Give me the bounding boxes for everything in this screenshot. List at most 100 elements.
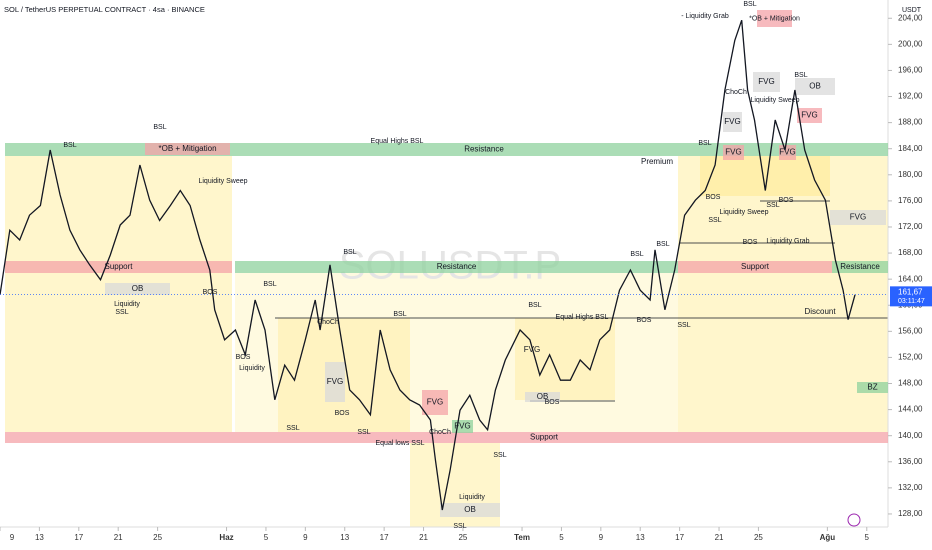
zone-label: FVG xyxy=(850,213,866,222)
annotation: BSL xyxy=(393,311,406,318)
x-tick-label: Haz xyxy=(219,533,233,542)
x-tick-label: 5 xyxy=(559,533,564,542)
x-tick-label: 25 xyxy=(458,533,467,542)
annotation: SSL xyxy=(766,202,779,209)
x-tick-label: 21 xyxy=(114,533,123,542)
zone xyxy=(797,108,822,123)
y-tick-label: 188,00 xyxy=(898,118,923,127)
zone xyxy=(440,503,500,517)
zone-label: FVG xyxy=(724,117,740,126)
annotation: Liquidity Sweep xyxy=(719,209,768,216)
x-tick-label: 21 xyxy=(715,533,724,542)
annotation: Premium xyxy=(641,157,673,166)
annotation: ChoCh xyxy=(429,429,451,436)
zone-label: OB xyxy=(464,505,476,514)
y-tick-label: 136,00 xyxy=(898,457,923,466)
price-tag xyxy=(890,286,932,307)
zone xyxy=(753,72,780,92)
x-tick-label: 17 xyxy=(74,533,83,542)
zone xyxy=(757,10,792,27)
zone xyxy=(525,392,560,402)
x-tick-label: 9 xyxy=(599,533,604,542)
zone-label: *OB + Mitigation xyxy=(749,15,800,22)
annotation: Liquidity Sweep xyxy=(750,97,799,104)
y-tick-label: 172,00 xyxy=(898,222,923,231)
y-tick-label: 180,00 xyxy=(898,170,923,179)
y-tick-label: 152,00 xyxy=(898,353,923,362)
y-tick-label: 196,00 xyxy=(898,66,923,75)
annotation: Equal Highs BSL xyxy=(556,314,609,321)
x-tick-label: 9 xyxy=(303,533,308,542)
background-zones xyxy=(5,156,888,527)
zone-label: FVG xyxy=(725,148,741,157)
annotation: BSL xyxy=(743,1,756,8)
annotation: BSL xyxy=(630,251,643,258)
zone-label: OB xyxy=(132,284,144,293)
countdown: 03:11:47 xyxy=(898,298,925,305)
zone xyxy=(795,78,835,95)
annotation: Liquidity Grab xyxy=(766,238,809,245)
y-tick-label: 192,00 xyxy=(898,92,923,101)
y-tick-label: 148,00 xyxy=(898,379,923,388)
annotation: FVG xyxy=(524,345,540,354)
zone xyxy=(5,261,232,273)
annotation: Liquidity xyxy=(114,301,140,308)
zone xyxy=(105,283,170,295)
y-tick-label: 168,00 xyxy=(898,248,923,257)
zone xyxy=(723,112,742,132)
x-tick-label: 25 xyxy=(754,533,763,542)
y-tick-label: 176,00 xyxy=(898,196,923,205)
annotation: SSL xyxy=(115,309,128,316)
zone xyxy=(5,143,888,156)
zone-label: Support xyxy=(530,433,559,442)
annotation: BSL xyxy=(698,140,711,147)
annotation: BSL xyxy=(794,72,807,79)
level-lines xyxy=(275,200,888,402)
x-tick-label: 13 xyxy=(340,533,349,542)
annotation: ChoCh xyxy=(725,89,747,96)
annotation: Liquidity xyxy=(459,494,485,501)
y-tick-label: 144,00 xyxy=(898,405,923,414)
annotation: SSL xyxy=(493,452,506,459)
x-tick-label: 17 xyxy=(675,533,684,542)
y-tick-label: 184,00 xyxy=(898,144,923,153)
zone xyxy=(857,382,888,393)
annotation: Discount xyxy=(804,307,836,316)
annotation: - Liquidity Grab xyxy=(681,13,729,20)
zone-label: FVG xyxy=(779,148,795,157)
zone-label: Support xyxy=(104,262,133,271)
zone-label: OB xyxy=(537,392,549,401)
zone xyxy=(723,145,744,160)
annotation: Liquidity Sweep xyxy=(198,178,247,185)
y-tick-label: 200,00 xyxy=(898,39,923,48)
x-tick-label: 13 xyxy=(636,533,645,542)
x-tick-label: 9 xyxy=(10,533,15,542)
zone-label: FVG xyxy=(454,422,470,431)
zone xyxy=(325,362,345,402)
axis-unit: USDT xyxy=(902,7,922,14)
event-icon[interactable] xyxy=(847,513,861,527)
annotation: BSL xyxy=(528,302,541,309)
annotation: Liquidity xyxy=(239,365,265,372)
zone-label: FVG xyxy=(427,398,443,407)
zone-label: BZ xyxy=(867,383,877,392)
annotation: BOS xyxy=(236,354,251,361)
zone-label: FVG xyxy=(758,77,774,86)
x-tick-label: 17 xyxy=(380,533,389,542)
x-tick-label: 5 xyxy=(264,533,269,542)
zone xyxy=(779,145,796,160)
x-tick-label: 21 xyxy=(419,533,428,542)
annotation: SSL xyxy=(453,523,466,530)
zone-label: Resistance xyxy=(437,262,477,271)
zone xyxy=(832,261,888,273)
chart-title: SOL / TetherUS PERPETUAL CONTRACT · 4sa … xyxy=(4,5,205,14)
zone-label: OB xyxy=(809,82,821,91)
annotation: SSL xyxy=(677,322,690,329)
annotation: BSL xyxy=(153,124,166,131)
annotation: BOS xyxy=(335,410,350,417)
annotation: BSL xyxy=(656,241,669,248)
annotation: BSL xyxy=(63,142,76,149)
price-line xyxy=(0,19,856,511)
annotation: ChoCh xyxy=(317,319,339,326)
